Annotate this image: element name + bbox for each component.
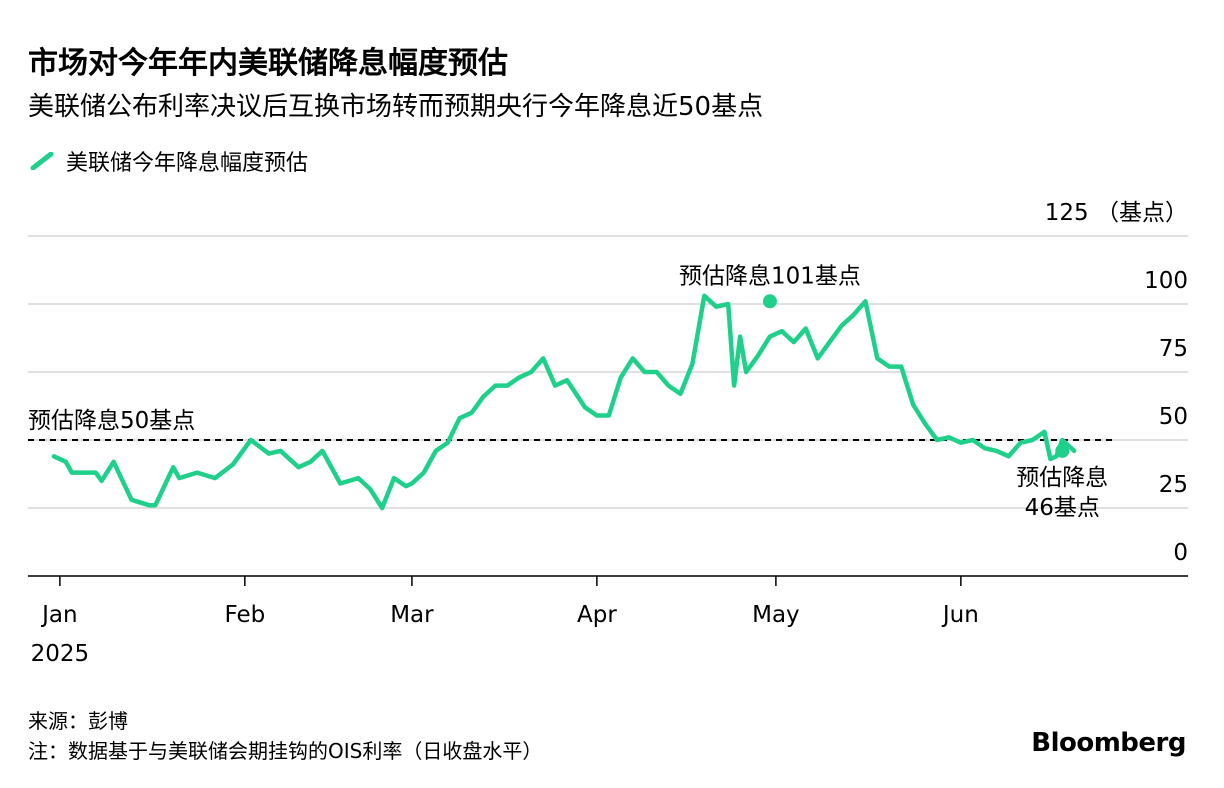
y-tick-label: 25 [1159, 472, 1188, 498]
legend-swatch [30, 152, 54, 170]
y-tick-label: 50 [1159, 404, 1188, 430]
x-tick-label: Mar [390, 602, 434, 628]
source-note: 来源：彭博 [28, 709, 128, 733]
chart-title: 市场对今年年内美联储降息幅度预估 [28, 46, 508, 81]
annotation-label: 46基点 [1025, 495, 1100, 521]
annotation-dot [1055, 443, 1070, 458]
line-chart: 0 25 50 75 100 125 （基点） Jan 2025 Feb Mar Apr May Jun… [28, 200, 1188, 667]
y-tick-label: 100 [1144, 268, 1188, 294]
x-tick-label: Feb [224, 602, 265, 628]
footer: 来源：彭博 注：数据基于与美联储会期挂钩的OIS利率（日收盘水平） [28, 706, 542, 766]
legend: 美联储今年降息幅度预估 [30, 145, 308, 177]
y-tick-label: 125 （基点） [1045, 200, 1188, 226]
annotation-label: 预估降息101基点 [679, 263, 861, 289]
chart-subtitle: 美联储公布利率决议后互换市场转而预期央行今年降息近50基点 [28, 92, 764, 122]
annotation-label: 预估降息 [1016, 465, 1108, 491]
x-tick-sublabel: 2025 [31, 641, 90, 667]
x-tick-label: Jan [40, 602, 77, 628]
x-tick-label: May [752, 602, 800, 628]
annotation-dot [762, 294, 777, 309]
bloomberg-logo: Bloomberg [1031, 728, 1186, 758]
x-tick-label: Jun [941, 602, 979, 628]
data-note: 注：数据基于与美联储会期挂钩的OIS利率（日收盘水平） [28, 739, 543, 763]
y-tick-label: 0 [1173, 540, 1188, 566]
y-tick-label: 75 [1159, 336, 1188, 362]
x-tick-label: Apr [577, 602, 617, 628]
legend-label: 美联储今年降息幅度预估 [66, 151, 309, 176]
reference-line-label: 预估降息50基点 [28, 408, 195, 434]
series-line [51, 293, 1077, 511]
